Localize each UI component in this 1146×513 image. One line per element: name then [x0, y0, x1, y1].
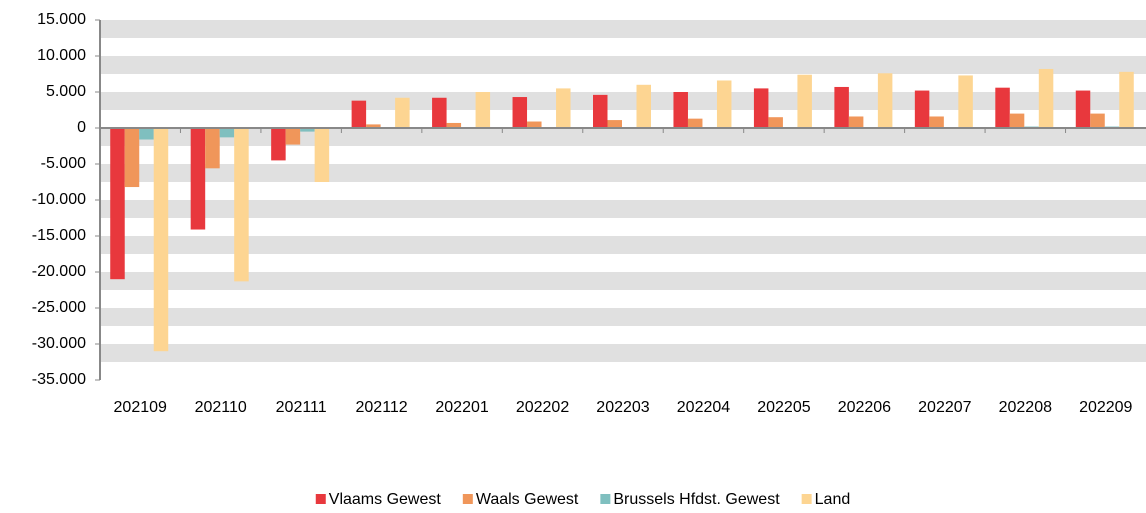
bar: [139, 128, 154, 140]
x-tick-label: 202110: [195, 399, 247, 416]
bar: [834, 86, 849, 128]
bar: [673, 92, 688, 128]
legend-swatch: [600, 494, 611, 504]
grid-band: [100, 56, 1146, 74]
bar: [446, 122, 462, 128]
bar: [593, 94, 608, 128]
grid-band: [100, 200, 1146, 218]
y-tick-label: -15.000: [32, 227, 86, 244]
grid-band: [100, 344, 1146, 362]
bar: [314, 128, 330, 182]
bar: [636, 84, 651, 128]
bar: [607, 120, 622, 128]
x-tick-label: 202203: [596, 399, 649, 416]
bar: [366, 124, 381, 128]
legend-label: Waals Gewest: [476, 491, 579, 508]
bar: [475, 92, 491, 128]
bar: [432, 97, 447, 128]
grid-band: [100, 92, 1146, 110]
bar: [271, 128, 286, 161]
bar: [351, 100, 367, 128]
x-tick-label: 202202: [516, 399, 569, 416]
bar: [753, 88, 769, 128]
bar: [877, 73, 893, 128]
y-tick-label: -30.000: [32, 335, 86, 352]
bar: [1075, 90, 1091, 128]
legend-label: Vlaams Gewest: [329, 491, 442, 508]
x-tick-label: 202204: [677, 399, 730, 416]
bar: [1090, 113, 1105, 128]
bar: [190, 128, 206, 230]
legend-label: Land: [815, 491, 851, 508]
x-tick-label: 202206: [838, 399, 891, 416]
bar: [512, 97, 528, 128]
bar: [124, 128, 140, 188]
bar: [958, 75, 973, 128]
bar: [527, 121, 542, 128]
legend-swatch: [462, 494, 473, 504]
bar: [797, 74, 812, 128]
x-tick-label: 202208: [999, 399, 1052, 416]
x-tick-label: 202209: [1079, 399, 1132, 416]
y-tick-label: -20.000: [32, 263, 86, 280]
grid-band: [100, 20, 1146, 38]
x-tick-label: 202207: [918, 399, 971, 416]
legend-label: Brussels Hfdst. Gewest: [613, 491, 780, 508]
bar: [914, 90, 930, 128]
bar: [285, 128, 301, 145]
bar: [300, 128, 315, 132]
bar: [556, 88, 571, 128]
y-tick-label: 0: [77, 119, 86, 136]
x-tick-label: 202109: [114, 399, 167, 416]
bar: [995, 87, 1010, 128]
bar: [1119, 71, 1134, 128]
bar: [234, 128, 249, 282]
bar: [716, 80, 732, 128]
y-tick-label: -25.000: [32, 299, 86, 316]
legend-swatch: [315, 494, 326, 504]
y-tick-label: -5.000: [41, 155, 86, 172]
legend-swatch: [801, 494, 812, 504]
bar: [110, 128, 125, 280]
bar: [768, 117, 783, 128]
bar: [848, 116, 864, 128]
bar: [687, 118, 703, 128]
x-tick-label: 202112: [356, 399, 408, 416]
grid-band: [100, 164, 1146, 182]
grid-band: [100, 236, 1146, 254]
y-tick-label: 10.000: [37, 47, 86, 64]
grid-band: [100, 272, 1146, 290]
bar: [1009, 113, 1025, 128]
bar: [1038, 68, 1054, 128]
bar: [395, 97, 410, 128]
grid-band: [100, 128, 1146, 146]
bar: [153, 128, 169, 352]
x-tick-label: 202201: [435, 399, 488, 416]
y-tick-label: -35.000: [32, 371, 86, 388]
y-tick-label: 5.000: [46, 83, 86, 100]
y-tick-label: -10.000: [32, 191, 86, 208]
x-tick-label: 202205: [757, 399, 810, 416]
x-tick-label: 202111: [276, 399, 327, 416]
bar: [219, 128, 235, 138]
grid-band: [100, 308, 1146, 326]
bar: [205, 128, 220, 169]
y-tick-label: 15.000: [37, 11, 86, 28]
bar: [929, 116, 944, 128]
